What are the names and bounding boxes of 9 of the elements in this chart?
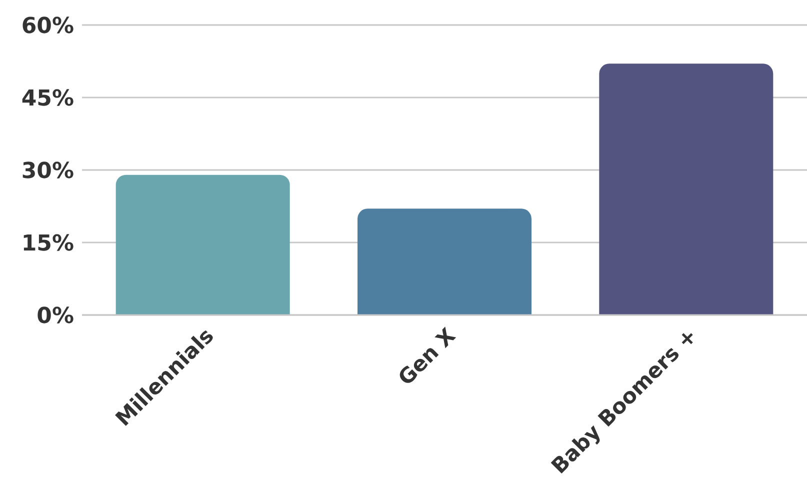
y-tick-label: 0%	[36, 304, 74, 329]
y-tick-label: 45%	[21, 86, 74, 112]
bar	[116, 174, 290, 315]
x-tick-label: Gen X	[394, 324, 460, 390]
bar	[599, 64, 774, 315]
y-tick-label: 60%	[21, 14, 74, 39]
y-tick-label: 15%	[21, 231, 74, 256]
bar	[358, 208, 532, 315]
y-tick-label: 30%	[21, 158, 74, 184]
